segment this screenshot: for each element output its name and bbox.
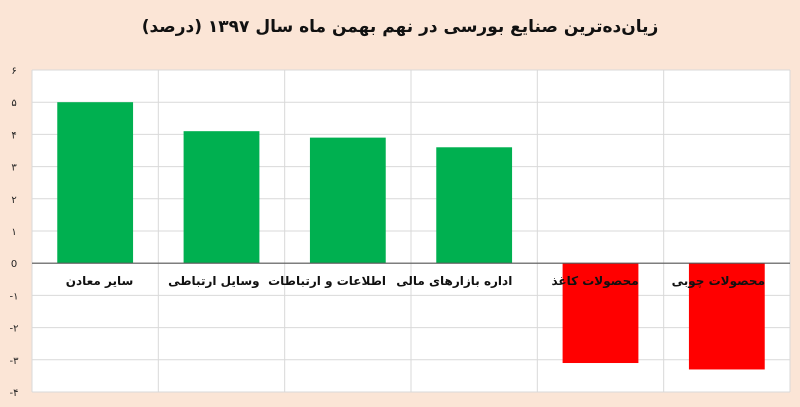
category-label-3: اطلاعات و ارتباطات: [268, 274, 386, 289]
y-tick-label: -۲: [10, 324, 19, 335]
category-labels: سایر معادن وسایل ارتباطی اطلاعات و ارتباطا…: [66, 274, 765, 289]
category-label-2: وسایل ارتباطی: [168, 274, 260, 289]
y-tick-label: -۴: [10, 388, 19, 399]
y-tick-label: ۴: [11, 130, 16, 141]
bar-2: [183, 131, 260, 264]
bar-5: [562, 263, 639, 364]
y-axis-ticks: -۴ -۳ -۲ -۱ 0 ۱ ۲ ۳ ۴ ۵ ۶: [10, 66, 20, 399]
y-tick-label: ۵: [11, 98, 16, 109]
y-tick-label: -۳: [10, 356, 20, 367]
bar-series: [57, 102, 765, 370]
y-tick-label: ۱: [11, 227, 16, 238]
category-label-4: اداره بازارهای مالی: [396, 274, 512, 288]
bar-6: [688, 263, 765, 370]
bar-1: [57, 102, 134, 264]
category-label-1: سایر معادن: [66, 274, 134, 288]
y-tick-label: 0: [11, 259, 17, 270]
chart-title: زیان‌ده‌ترین صنایع بورسی در نهم بهمن ماه…: [142, 17, 659, 37]
category-label-6: محصولات چوبی: [672, 274, 765, 289]
y-tick-label: -۱: [10, 291, 19, 302]
category-label-5: محصولات کاغذ: [551, 274, 638, 289]
bar-3: [309, 137, 386, 264]
y-tick-label: ۲: [11, 195, 16, 206]
y-tick-label: ۳: [11, 163, 17, 174]
y-tick-label: ۶: [11, 66, 16, 77]
bar-4: [436, 147, 513, 264]
